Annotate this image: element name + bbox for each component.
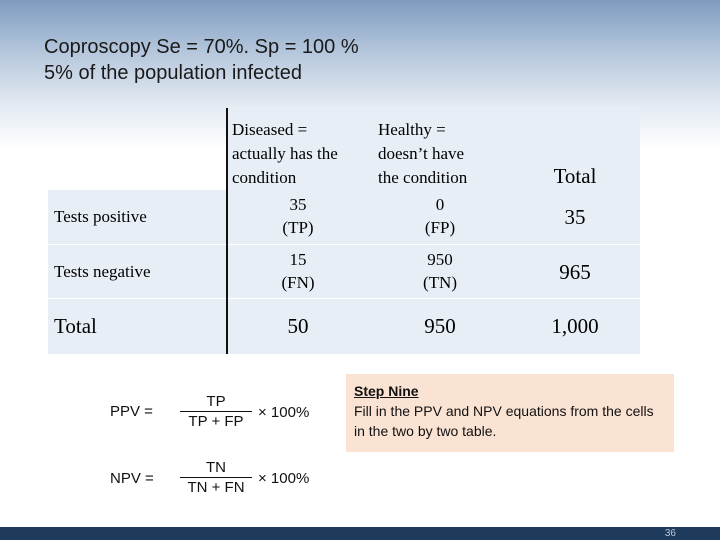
ppv-denominator: TP + FP xyxy=(188,413,244,430)
npv-numerator: TN xyxy=(206,459,226,476)
row-divider xyxy=(48,298,640,299)
fraction-bar xyxy=(180,411,252,412)
step-instructions-box: Step Nine Fill in the PPV and NPV equati… xyxy=(346,374,674,452)
header-total: Total xyxy=(553,164,597,188)
npv-label: NPV = xyxy=(110,470,154,487)
row-label-total: Total xyxy=(54,314,97,338)
table-left-rule xyxy=(226,108,228,354)
cell-fp: 0 (FP) xyxy=(424,195,456,237)
cell-fn: 15 (FN) xyxy=(281,250,315,292)
title-line-1: Coproscopy Se = 70%. Sp = 100 % xyxy=(44,36,359,58)
column-fill-data xyxy=(228,106,640,354)
cell-grand-total: 1,000 xyxy=(551,314,599,338)
ppv-multiplier: × 100% xyxy=(258,404,310,421)
title-line-2: 5% of the population infected xyxy=(44,62,302,84)
cell-total-diseased: 50 xyxy=(287,314,309,338)
page-number: 36 xyxy=(664,528,676,539)
row-divider xyxy=(48,244,640,245)
row-label-negative: Tests negative xyxy=(54,262,151,281)
ppv-fraction: TP TP + FP xyxy=(180,393,252,430)
step-text: Fill in the PPV and NPV equations from t… xyxy=(354,403,654,439)
npv-multiplier: × 100% xyxy=(258,470,310,487)
slide-title: Coproscopy Se = 70%. Sp = 100 % 5% of th… xyxy=(44,34,359,86)
ppv-numerator: TP xyxy=(206,393,226,410)
npv-denominator: TN + FN xyxy=(187,479,245,496)
cell-total-negative: 965 xyxy=(559,260,591,284)
ppv-label: PPV = xyxy=(110,403,153,420)
step-title: Step Nine xyxy=(354,383,419,399)
footer-bar xyxy=(0,527,720,540)
header-healthy: Healthy = doesn’t have the condition xyxy=(378,120,468,187)
cell-tp: 35 (TP) xyxy=(282,195,314,237)
cell-total-positive: 35 xyxy=(564,205,586,229)
cell-tn: 950 (TN) xyxy=(423,250,457,292)
column-fill-labels xyxy=(48,190,228,354)
cell-total-healthy: 950 xyxy=(424,314,456,338)
row-label-positive: Tests positive xyxy=(54,207,147,226)
npv-fraction: TN TN + FN xyxy=(180,459,252,496)
header-diseased: Diseased = actually has the condition xyxy=(232,120,338,187)
fraction-bar xyxy=(180,477,252,478)
